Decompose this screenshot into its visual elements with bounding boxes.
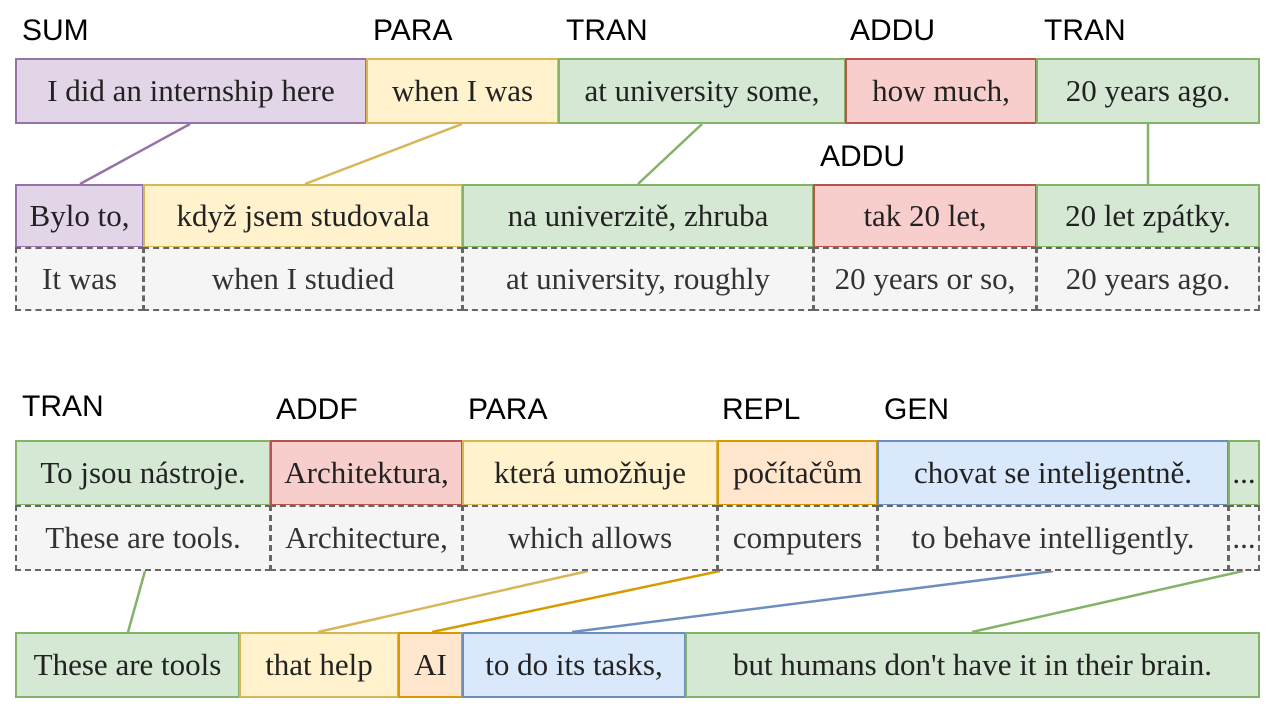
link-para xyxy=(304,122,463,186)
gloss-seg-1: It was xyxy=(15,247,144,311)
link-tran-4 xyxy=(971,569,1244,634)
label-addf: ADDF xyxy=(276,393,358,426)
en2-seg-3: AI xyxy=(398,632,463,698)
label-para: PARA xyxy=(373,14,453,47)
label-addu-mid: ADDU xyxy=(820,140,906,173)
link-repl xyxy=(431,569,721,634)
cs-seg-4: tak 20 let, xyxy=(813,184,1037,248)
en-seg-2: when I was xyxy=(366,58,559,124)
en-seg-3: at university some, xyxy=(558,58,846,124)
link-gen xyxy=(571,569,1054,634)
cs2-seg-3: která umožňuje xyxy=(462,440,718,506)
label-tran-3: TRAN xyxy=(22,390,104,423)
link-tran-3 xyxy=(126,570,147,633)
gloss-seg-3: at university, roughly xyxy=(462,247,814,311)
label-tran-2: TRAN xyxy=(1044,14,1126,47)
cs-seg-5: 20 let zpátky. xyxy=(1036,184,1260,248)
gloss2-seg-1: These are tools. xyxy=(15,505,271,571)
cs-seg-1: Bylo to, xyxy=(15,184,144,248)
label-gen: GEN xyxy=(884,393,950,426)
cs2-seg-1: To jsou nástroje. xyxy=(15,440,271,506)
en-seg-5: 20 years ago. xyxy=(1036,58,1260,124)
gloss2-seg-6: ... xyxy=(1228,505,1260,571)
gloss-seg-2: when I studied xyxy=(143,247,463,311)
cs-seg-3: na univerzitě, zhruba xyxy=(462,184,814,248)
en-seg-1: I did an internship here xyxy=(15,58,367,124)
gloss2-seg-2: Architecture, xyxy=(270,505,463,571)
gloss2-seg-3: which allows xyxy=(462,505,718,571)
cs2-seg-5: chovat se inteligentně. xyxy=(877,440,1229,506)
label-sum: SUM xyxy=(22,14,89,47)
cs2-seg-4: počítačům xyxy=(717,440,878,506)
gloss2-seg-5: to behave intelligently. xyxy=(877,505,1229,571)
gloss-seg-4: 20 years or so, xyxy=(813,247,1037,311)
link-tran-1 xyxy=(637,123,703,185)
cs2-seg-6: ... xyxy=(1228,440,1260,506)
cs2-seg-2: Architektura, xyxy=(270,440,463,506)
link-sum xyxy=(79,122,191,186)
label-tran-1: TRAN xyxy=(566,14,648,47)
en2-seg-2: that help xyxy=(239,632,399,698)
gloss-seg-5: 20 years ago. xyxy=(1036,247,1260,311)
gloss2-seg-4: computers xyxy=(717,505,878,571)
link-para-2 xyxy=(317,569,589,634)
en2-seg-5: but humans don't have it in their brain. xyxy=(685,632,1260,698)
label-addu-top: ADDU xyxy=(850,14,936,47)
label-para-2: PARA xyxy=(468,393,548,426)
en-seg-4: how much, xyxy=(845,58,1037,124)
en2-seg-1: These are tools xyxy=(15,632,240,698)
label-repl: REPL xyxy=(722,393,801,426)
en2-seg-4: to do its tasks, xyxy=(462,632,686,698)
cs-seg-2: když jsem studovala xyxy=(143,184,463,248)
